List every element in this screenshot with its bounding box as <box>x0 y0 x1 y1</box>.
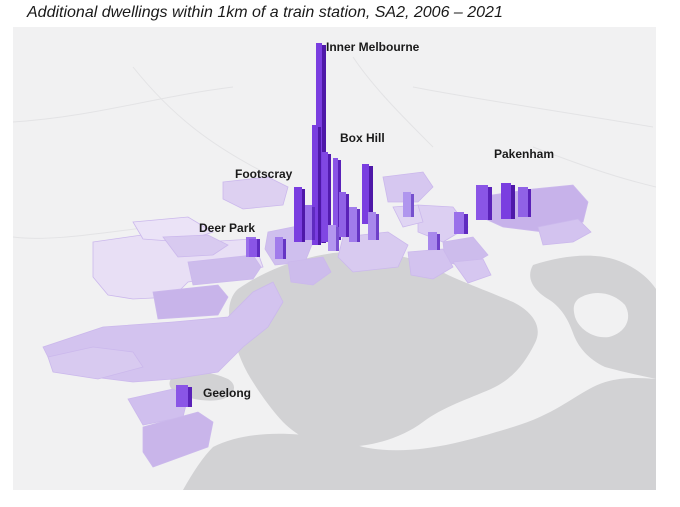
label-pakenham: Pakenham <box>494 147 554 161</box>
bar-west-2 <box>275 237 286 259</box>
map-title: Additional dwellings within 1km of a tra… <box>27 4 503 21</box>
bar-geelong <box>176 385 192 407</box>
bar-city-9 <box>368 212 379 240</box>
bar-city-6 <box>339 192 349 237</box>
bar-east-2 <box>454 212 468 234</box>
label-box-hill: Box Hill <box>340 131 385 145</box>
road-lines <box>13 56 656 239</box>
sea-water <box>183 377 656 490</box>
place-labels: Inner Melbourne Box Hill Pakenham Footsc… <box>199 40 554 400</box>
bar-east-1 <box>403 192 414 217</box>
bar-deer-park <box>249 239 257 257</box>
bay-water <box>229 251 538 447</box>
bar-pakenham <box>476 183 531 220</box>
map-svg: Inner Melbourne Box Hill Pakenham Footsc… <box>13 40 656 490</box>
sa2-regions <box>42 171 592 468</box>
bar-city-8 <box>349 207 360 242</box>
label-inner-melbourne: Inner Melbourne <box>326 40 420 54</box>
bar-city-7 <box>305 205 315 240</box>
label-deer-park: Deer Park <box>199 221 255 235</box>
dwelling-bars <box>176 43 531 407</box>
bar-city-3 <box>322 152 331 242</box>
french-island <box>573 293 629 338</box>
bar-east-3 <box>428 232 440 250</box>
label-geelong: Geelong <box>203 386 251 400</box>
bar-box-hill <box>362 164 373 224</box>
bar-city-10 <box>328 225 339 251</box>
bar-city-2 <box>312 125 321 245</box>
bar-city-5 <box>294 187 305 242</box>
map-canvas[interactable]: Inner Melbourne Box Hill Pakenham Footsc… <box>13 27 656 490</box>
label-footscray: Footscray <box>235 167 293 181</box>
